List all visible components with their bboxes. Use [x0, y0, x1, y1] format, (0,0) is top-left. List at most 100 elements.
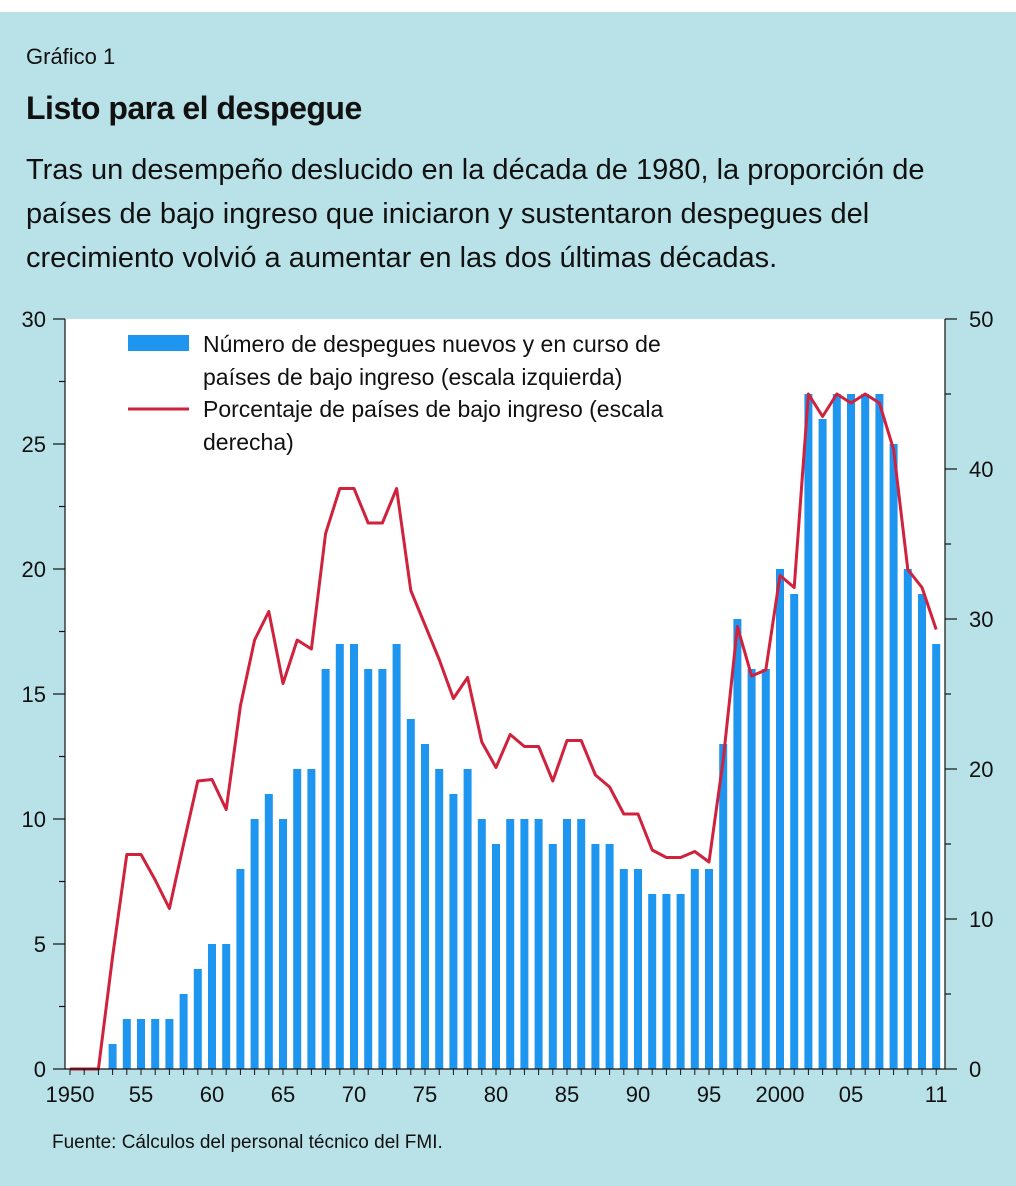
bar-1975 — [421, 744, 429, 1069]
legend-label-line-line1: Porcentaje de países de bajo ingreso (es… — [203, 396, 664, 422]
bar-1958 — [179, 994, 188, 1069]
bar-1972 — [378, 669, 387, 1069]
plot-area — [65, 319, 945, 1069]
bar-1967 — [307, 769, 316, 1069]
bar-2010 — [918, 594, 926, 1069]
bar-2000 — [776, 569, 784, 1069]
legend-label-line-line2: derecha) — [203, 429, 294, 455]
y-right-tick-label: 40 — [969, 457, 993, 482]
bar-1953 — [108, 1044, 117, 1069]
y-left-tick-label: 30 — [22, 307, 46, 332]
bar-1969 — [335, 644, 344, 1069]
bar-1964 — [264, 794, 273, 1069]
bar-1986 — [577, 819, 586, 1069]
legend-label-bars-line1: Número de despegues nuevos y en curso de — [203, 331, 661, 357]
bar-1959 — [193, 969, 202, 1069]
bar-1981 — [506, 819, 515, 1069]
bar-1983 — [534, 819, 543, 1069]
y-left-tick-label: 20 — [22, 557, 46, 582]
x-tick-label: 60 — [200, 1082, 224, 1107]
x-tick-label: 75 — [413, 1082, 437, 1107]
bar-1991 — [648, 894, 657, 1069]
bar-2006 — [861, 394, 870, 1069]
y-right-tick-label: 10 — [969, 907, 993, 932]
bar-1988 — [605, 844, 614, 1069]
bar-series — [108, 394, 941, 1069]
y-right-tick-label: 0 — [969, 1057, 981, 1082]
bar-1955 — [137, 1019, 145, 1069]
bar-2002 — [804, 394, 813, 1069]
legend-label-bars-line2: países de bajo ingreso (escala izquierda… — [203, 364, 622, 390]
y-right-tick-label: 30 — [969, 607, 993, 632]
figure-label: Gráfico 1 — [26, 44, 116, 69]
y-left-tick-label: 0 — [34, 1057, 46, 1082]
bar-1970 — [350, 644, 358, 1069]
x-tick-label: 11 — [925, 1082, 948, 1107]
bar-1992 — [662, 894, 671, 1069]
bar-1990 — [634, 869, 642, 1069]
x-tick-label: 65 — [271, 1082, 295, 1107]
bar-1989 — [619, 869, 628, 1069]
bar-1966 — [293, 769, 302, 1069]
bar-1982 — [520, 819, 529, 1069]
bar-1996 — [719, 744, 728, 1069]
bar-1968 — [321, 669, 330, 1069]
line-percentage — [70, 392, 938, 1071]
bar-1965 — [279, 819, 287, 1069]
legend-swatch-bars — [128, 335, 189, 351]
y-right-tick-label: 50 — [969, 307, 993, 332]
bar-1962 — [236, 869, 245, 1069]
source-note: Fuente: Cálculos del personal técnico de… — [52, 1132, 443, 1153]
y-left-tick-label: 5 — [34, 932, 46, 957]
bar-1995 — [705, 869, 713, 1069]
bar-2008 — [889, 444, 898, 1069]
chart-title: Listo para el despegue — [26, 90, 362, 126]
bar-2011 — [932, 644, 941, 1069]
y-left-tick-label: 10 — [22, 807, 46, 832]
bar-1979 — [477, 819, 486, 1069]
bar-1957 — [165, 1019, 174, 1069]
bar-2003 — [818, 419, 827, 1069]
bar-1994 — [690, 869, 699, 1069]
bar-2004 — [832, 394, 841, 1069]
x-tick-label: 2000 — [756, 1082, 805, 1107]
bar-1997 — [733, 619, 742, 1069]
x-tick-label: 05 — [839, 1082, 863, 1107]
bar-1961 — [222, 944, 231, 1069]
legend: Número de despegues nuevos y en curso de… — [128, 331, 664, 455]
x-tick-label: 90 — [626, 1082, 650, 1107]
bar-1978 — [463, 769, 472, 1069]
bar-1984 — [548, 844, 557, 1069]
bar-1987 — [591, 844, 600, 1069]
bar-1976 — [435, 769, 444, 1069]
bar-1974 — [406, 719, 415, 1069]
bar-1985 — [563, 819, 571, 1069]
x-tick-label: 80 — [484, 1082, 508, 1107]
bar-1993 — [676, 894, 685, 1069]
bar-1977 — [449, 794, 458, 1069]
bar-1973 — [392, 644, 401, 1069]
x-tick-label: 1950 — [46, 1082, 95, 1107]
bar-1999 — [761, 669, 770, 1069]
y-left-tick-label: 15 — [22, 682, 46, 707]
line-series — [70, 392, 938, 1071]
bar-2001 — [790, 594, 799, 1069]
bar-1998 — [747, 669, 756, 1069]
x-tick-label: 55 — [129, 1082, 153, 1107]
chart-subtitle: Tras un desempeño deslucido en la década… — [26, 154, 925, 274]
bar-1971 — [364, 669, 373, 1069]
x-tick-label: 85 — [555, 1082, 579, 1107]
y-right-tick-label: 20 — [969, 757, 993, 782]
x-tick-label: 70 — [342, 1082, 366, 1107]
bar-2009 — [903, 569, 912, 1069]
bar-1963 — [250, 819, 259, 1069]
y-left-tick-label: 25 — [22, 432, 46, 457]
bar-1956 — [151, 1019, 160, 1069]
bar-2005 — [847, 394, 855, 1069]
bar-1980 — [492, 844, 500, 1069]
bar-1960 — [208, 944, 216, 1069]
bar-2007 — [875, 394, 884, 1069]
